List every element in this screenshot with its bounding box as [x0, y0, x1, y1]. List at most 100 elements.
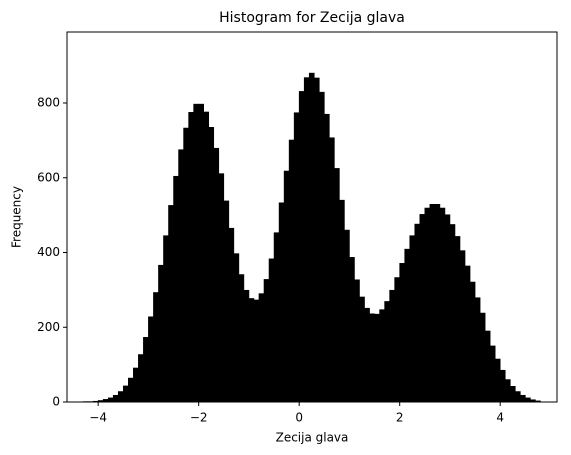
bar: [419, 214, 426, 403]
bar: [434, 203, 441, 403]
bar: [374, 313, 380, 403]
x-tick-label: 0: [295, 411, 303, 425]
bar: [143, 337, 149, 403]
bar: [469, 281, 476, 403]
bar: [283, 170, 290, 403]
bar: [203, 111, 210, 403]
bar: [278, 202, 285, 403]
bar: [394, 277, 400, 403]
bar: [349, 257, 355, 403]
x-tick-label: −2: [190, 411, 208, 425]
bar: [193, 103, 199, 403]
bar: [525, 397, 531, 403]
bar: [364, 307, 370, 403]
bar: [107, 397, 114, 403]
bar: [273, 232, 280, 403]
bar: [128, 377, 134, 403]
y-tick-label: 0: [52, 395, 60, 409]
bar: [318, 91, 325, 403]
bar: [464, 265, 471, 403]
x-tick-label: 2: [396, 411, 404, 425]
bar: [168, 205, 174, 403]
bar: [404, 248, 411, 403]
x-axis-label: Zecija glava: [276, 431, 349, 445]
bar: [449, 224, 456, 403]
bar: [148, 316, 154, 403]
bar: [359, 296, 365, 403]
bar: [379, 309, 385, 403]
bar: [474, 297, 481, 403]
bar: [354, 279, 360, 403]
bar: [303, 77, 310, 403]
bar: [263, 279, 270, 403]
bar: [439, 207, 446, 403]
bar: [248, 298, 255, 403]
bar: [188, 112, 194, 403]
bar: [268, 258, 275, 403]
bar: [409, 235, 416, 403]
bar: [329, 137, 335, 403]
y-tick-label: 600: [37, 170, 60, 184]
bar: [163, 235, 169, 403]
bar: [112, 394, 119, 403]
bar: [509, 386, 516, 403]
bar: [399, 263, 406, 403]
bar: [334, 168, 340, 403]
bar: [198, 103, 204, 403]
bar: [369, 313, 375, 403]
bar: [520, 394, 526, 403]
bar: [228, 227, 235, 403]
bar: [158, 264, 164, 403]
y-tick-label: 800: [37, 96, 60, 110]
bar: [504, 379, 511, 403]
bar: [429, 203, 436, 403]
axes-frame: [66, 31, 558, 403]
bar: [298, 91, 305, 403]
bar: [223, 200, 230, 403]
bar: [258, 293, 265, 403]
bar: [178, 149, 184, 403]
bar: [153, 292, 159, 403]
y-tick-label: 200: [37, 320, 60, 334]
y-tick-label: 400: [37, 245, 60, 259]
bar: [489, 345, 496, 403]
y-axis-label: Frequency: [10, 186, 24, 248]
bar: [384, 301, 390, 403]
bar: [414, 223, 421, 403]
bar: [288, 139, 295, 403]
bar: [484, 330, 491, 403]
bar: [238, 274, 245, 403]
x-tick-label: −4: [89, 411, 107, 425]
bar: [243, 289, 250, 403]
bar: [173, 175, 179, 403]
bar: [233, 253, 240, 403]
bar: [117, 391, 124, 403]
bar: [308, 72, 315, 403]
bar: [183, 127, 189, 403]
bar: [122, 385, 129, 403]
bar: [499, 369, 506, 403]
bar: [213, 147, 220, 403]
bar: [459, 250, 466, 403]
bar: [514, 391, 521, 403]
bar: [389, 289, 395, 403]
x-tick-label: 4: [496, 411, 504, 425]
bar: [444, 214, 451, 403]
bar: [313, 77, 320, 403]
chart-title: Histogram for Zecija glava: [219, 10, 405, 26]
bar: [479, 312, 486, 403]
bar: [253, 299, 260, 403]
bar: [424, 207, 431, 403]
bar: [293, 112, 300, 403]
bar: [208, 127, 215, 403]
bar: [344, 229, 350, 403]
bar: [494, 358, 501, 403]
bar: [138, 354, 144, 403]
bar: [133, 367, 139, 403]
bar: [339, 199, 345, 403]
bar: [324, 113, 330, 403]
bar: [454, 236, 461, 403]
bar: [218, 173, 225, 403]
